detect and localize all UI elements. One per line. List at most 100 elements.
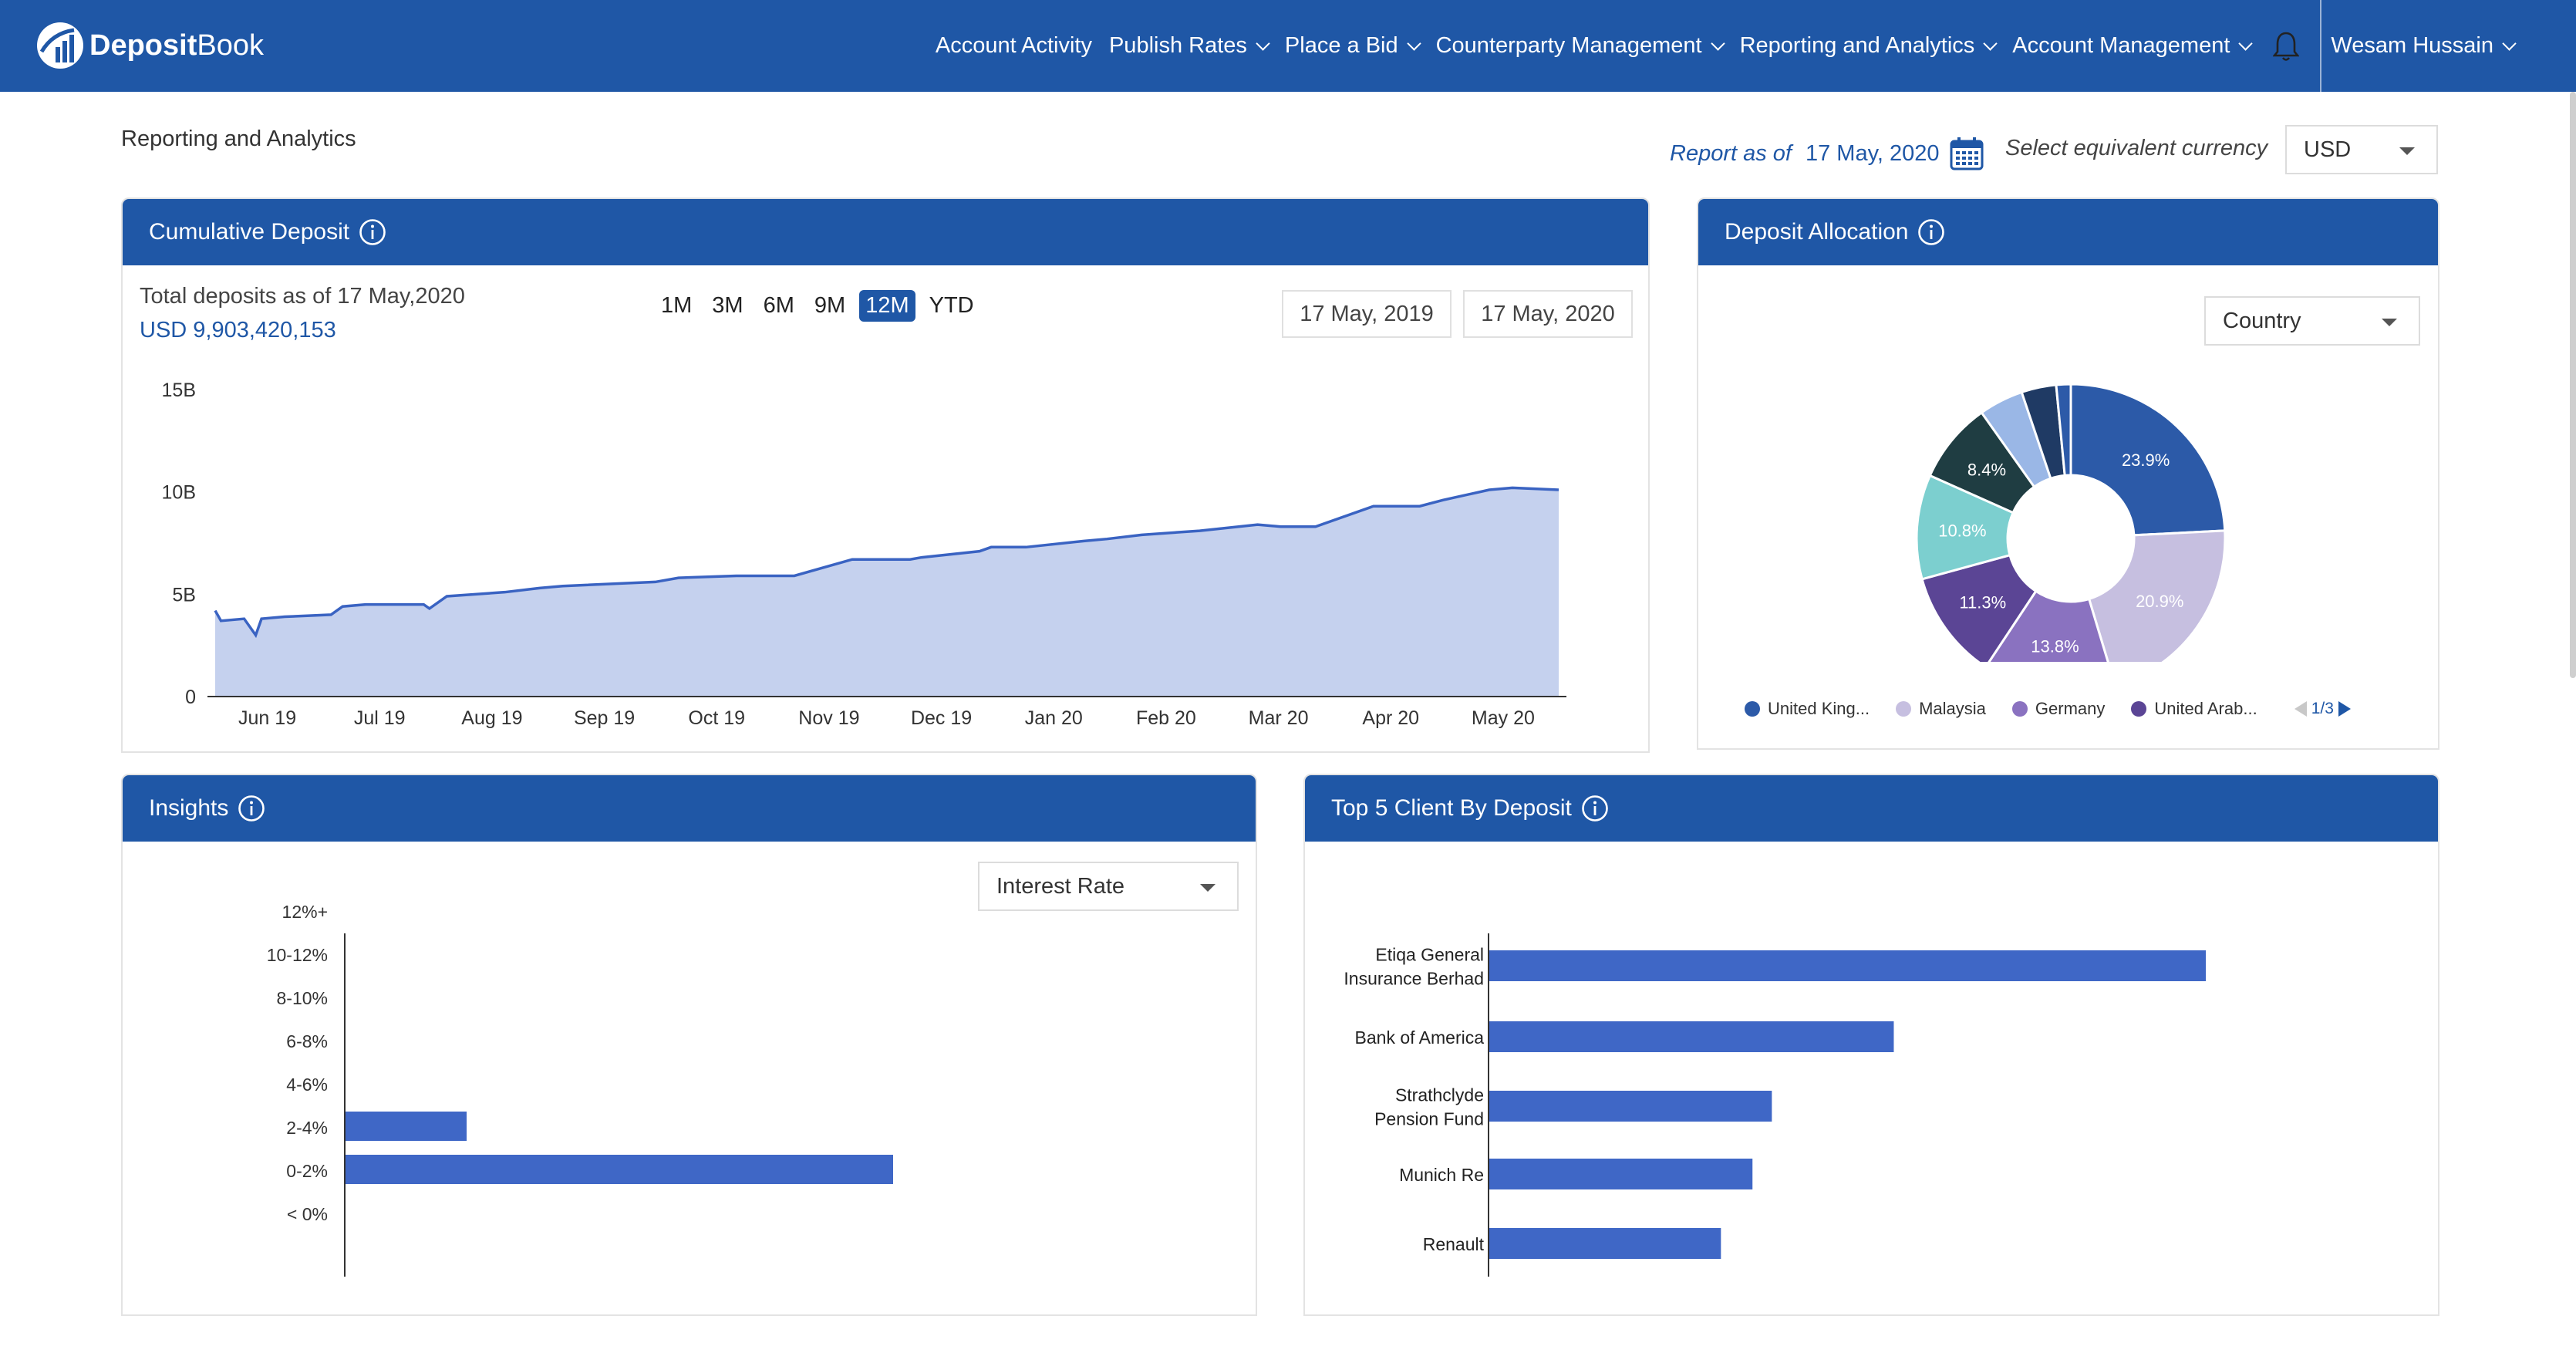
nav-publish-rates[interactable]: Publish Rates: [1109, 33, 1270, 59]
client-label: Renault: [1423, 1234, 1485, 1254]
prev-page-icon[interactable]: [2294, 701, 2307, 717]
total-deposits-label: Total deposits as of 17 May,2020: [140, 284, 465, 309]
pie-slice-label: 13.8%: [2031, 636, 2079, 656]
legend-label: Malaysia: [1919, 699, 1986, 718]
legend-label: United King...: [1768, 699, 1870, 718]
legend-label: Germany: [2035, 699, 2106, 718]
logo-icon: [37, 22, 83, 69]
nav-counterparty-management[interactable]: Counterparty Management: [1436, 33, 1725, 59]
info-icon[interactable]: [1917, 218, 1945, 246]
nav-divider: [2320, 0, 2322, 92]
pie-slice-label: 20.9%: [2136, 592, 2183, 611]
insights-metric-select[interactable]: Interest Rate: [978, 862, 1239, 911]
legend-swatch: [1745, 701, 1760, 717]
card-title: Top 5 Client By Deposit: [1331, 795, 1572, 821]
dropdown-caret-icon: [2399, 147, 2415, 155]
info-icon[interactable]: [238, 795, 265, 822]
pie-slice: [2069, 383, 2227, 537]
category-label: 8-10%: [277, 988, 328, 1008]
next-page-icon[interactable]: [2338, 701, 2351, 717]
legend-label: United Arab...: [2154, 699, 2257, 718]
dropdown-caret-icon: [2382, 319, 2397, 326]
client-bar: [1489, 1021, 1894, 1052]
range-button-3m[interactable]: 3M: [712, 293, 743, 318]
pie-slice-label: 23.9%: [2122, 450, 2170, 470]
nav-account-activity[interactable]: Account Activity: [935, 33, 1092, 58]
card-header: Insights: [123, 775, 1256, 842]
deposit-area: [215, 488, 1559, 697]
date-to-field[interactable]: 17 May, 2020: [1463, 290, 1633, 338]
insight-bar: [345, 1155, 893, 1184]
chevron-down-icon: [1710, 36, 1725, 51]
x-tick-label: Aug 19: [461, 707, 522, 729]
nav-reporting-analytics[interactable]: Reporting and Analytics: [1740, 33, 1998, 59]
pie-slice: [2087, 529, 2227, 662]
group-by-select[interactable]: Country: [2204, 296, 2420, 346]
legend-pager: 1/3: [2294, 700, 2351, 718]
range-button-1m[interactable]: 1M: [661, 293, 693, 318]
x-tick-label: Jun 19: [238, 707, 296, 729]
range-button-9m[interactable]: 9M: [814, 293, 846, 318]
currency-select[interactable]: USD: [2285, 125, 2438, 174]
top-clients-chart: Etiqa General Insurance Berhad Bank of Ame…: [1344, 933, 2206, 1277]
x-tick-label: Mar 20: [1249, 707, 1309, 729]
calendar-icon[interactable]: [1949, 136, 1984, 171]
x-tick-label: Dec 19: [911, 707, 972, 729]
currency-label: Select equivalent currency: [2005, 136, 2268, 160]
range-button-6m[interactable]: 6M: [763, 293, 794, 318]
nav-place-a-bid[interactable]: Place a Bid: [1285, 33, 1421, 59]
info-icon[interactable]: [359, 218, 386, 246]
currency-value: USD: [2304, 137, 2352, 162]
category-label: 4-6%: [286, 1075, 328, 1095]
brand-name: DepositBook: [89, 29, 264, 62]
x-tick-label: Jan 20: [1025, 707, 1083, 729]
category-label: 10-12%: [267, 945, 328, 965]
legend-item[interactable]: United King...: [1745, 699, 1870, 719]
info-icon[interactable]: [1581, 795, 1609, 822]
client-label: Pension Fund: [1374, 1109, 1484, 1129]
range-button-ytd[interactable]: YTD: [929, 293, 974, 318]
x-tick-label: Sep 19: [574, 707, 635, 729]
pie-slice-label: 11.3%: [1959, 593, 2006, 612]
user-menu[interactable]: Wesam Hussain: [2331, 33, 2517, 59]
deposit-allocation-card: Deposit Allocation Country 23.9% 20.9% 13.…: [1697, 197, 2439, 750]
y-tick-label: 10B: [162, 482, 196, 504]
deposit-allocation-chart: 23.9% 20.9% 13.8% 11.3% 10.8% 8.4%: [1915, 383, 2227, 662]
category-label: 12%+: [282, 902, 328, 922]
client-bar: [1489, 950, 2206, 981]
card-header: Top 5 Client By Deposit: [1305, 775, 2438, 842]
x-tick-label: Oct 19: [688, 707, 745, 729]
range-selector: 1M 3M 6M 9M 12M YTD: [655, 290, 988, 322]
nav-account-management[interactable]: Account Management: [2012, 33, 2254, 59]
legend-item[interactable]: Malaysia: [1896, 699, 1986, 719]
client-bar: [1489, 1228, 1721, 1259]
legend-swatch: [1896, 701, 1912, 717]
x-tick-label: Nov 19: [798, 707, 859, 729]
pie-slice-label: 10.8%: [1938, 521, 1986, 540]
legend-item[interactable]: Germany: [2011, 699, 2106, 719]
card-header: Deposit Allocation: [1698, 199, 2438, 265]
page-scrollbar[interactable]: [2570, 92, 2576, 678]
legend-swatch: [2131, 701, 2147, 717]
range-button-12m[interactable]: 12M: [859, 290, 915, 322]
report-as-of: Report as of 17 May, 2020: [1670, 136, 1984, 171]
report-date[interactable]: 17 May, 2020: [1805, 140, 1940, 166]
pie-slice: [1988, 589, 2109, 662]
top-navigation-bar: DepositBook Account Activity Publish Rat…: [0, 0, 2576, 92]
pager-text: 1/3: [2311, 700, 2334, 717]
date-from-field[interactable]: 17 May, 2019: [1282, 290, 1452, 338]
client-bar: [1489, 1091, 1772, 1122]
card-header: Cumulative Deposit: [123, 199, 1648, 265]
bell-icon[interactable]: [2271, 29, 2301, 63]
cumulative-deposit-card: Cumulative Deposit Total deposits as of …: [121, 197, 1650, 753]
client-label: Insurance Berhad: [1344, 969, 1484, 989]
legend-swatch: [2011, 701, 2028, 717]
deposit-line: [214, 486, 1559, 639]
legend-item[interactable]: United Arab...: [2131, 699, 2257, 719]
x-tick-label: Feb 20: [1136, 707, 1196, 729]
pie-slice: [2055, 383, 2072, 477]
depositbook-logo[interactable]: DepositBook: [35, 17, 264, 74]
total-deposits-value: USD 9,903,420,153: [140, 318, 336, 342]
category-label: 0-2%: [286, 1161, 328, 1181]
chevron-down-icon: [1983, 36, 1998, 51]
